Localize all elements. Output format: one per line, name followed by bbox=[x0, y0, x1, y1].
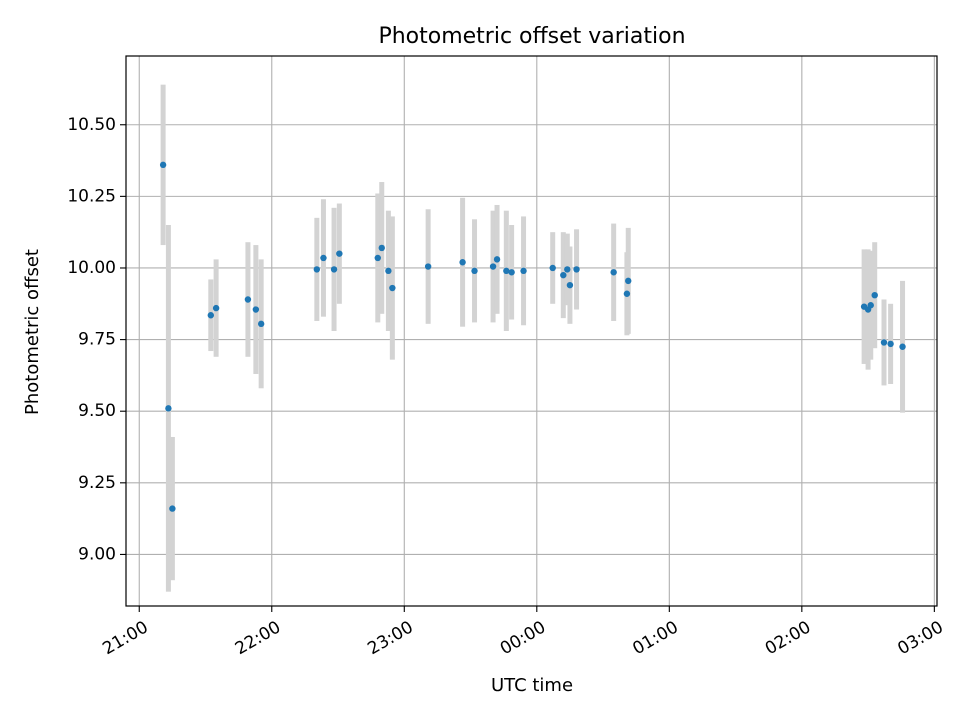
data-point bbox=[610, 269, 617, 276]
data-point bbox=[566, 281, 574, 289]
y-tick-label: 10.50 bbox=[67, 115, 116, 135]
plot-frame bbox=[125, 55, 938, 607]
data-point bbox=[336, 250, 343, 257]
data-point bbox=[899, 343, 906, 350]
data-point bbox=[313, 266, 321, 273]
data-point bbox=[623, 290, 631, 297]
data-point bbox=[459, 259, 466, 266]
data-point bbox=[867, 302, 874, 309]
y-tick-label: 10.00 bbox=[67, 258, 116, 278]
y-tick-label: 9.75 bbox=[78, 330, 116, 350]
data-point bbox=[389, 284, 396, 292]
data-point bbox=[212, 304, 220, 312]
data-point bbox=[471, 267, 478, 275]
data-point bbox=[871, 291, 878, 299]
data-point bbox=[560, 271, 567, 279]
data-points bbox=[159, 161, 906, 512]
data-point bbox=[625, 277, 632, 285]
data-point bbox=[887, 340, 894, 348]
y-tick-label: 9.50 bbox=[78, 401, 116, 421]
data-point bbox=[378, 244, 385, 252]
data-point bbox=[508, 269, 515, 276]
data-point bbox=[330, 266, 338, 273]
y-axis-ticks: 9.00 9.25 9.50 9.75 10.00 10.25 10.50 bbox=[67, 115, 126, 564]
data-point bbox=[244, 296, 252, 303]
y-axis-label: Photometric offset bbox=[22, 249, 43, 415]
y-tick-label: 9.25 bbox=[78, 473, 116, 493]
data-point bbox=[207, 312, 215, 319]
data-point bbox=[564, 266, 571, 273]
data-point bbox=[503, 267, 510, 275]
data-point bbox=[385, 267, 392, 275]
y-tick-label: 10.25 bbox=[67, 186, 116, 206]
data-point bbox=[159, 161, 167, 169]
data-point bbox=[549, 264, 556, 272]
y-tick-label: 9.00 bbox=[78, 544, 116, 564]
data-point bbox=[165, 405, 172, 412]
data-point bbox=[169, 505, 176, 512]
chart-title: Photometric offset variation bbox=[378, 24, 685, 49]
data-point bbox=[493, 256, 501, 263]
data-point bbox=[424, 263, 432, 270]
data-point bbox=[489, 263, 497, 270]
x-axis-label: UTC time bbox=[491, 675, 573, 696]
data-point bbox=[252, 306, 260, 313]
data-point bbox=[880, 339, 888, 346]
data-point bbox=[573, 266, 580, 273]
data-point bbox=[374, 254, 381, 262]
data-point bbox=[520, 267, 527, 275]
data-point bbox=[257, 320, 265, 328]
data-point bbox=[320, 254, 327, 262]
